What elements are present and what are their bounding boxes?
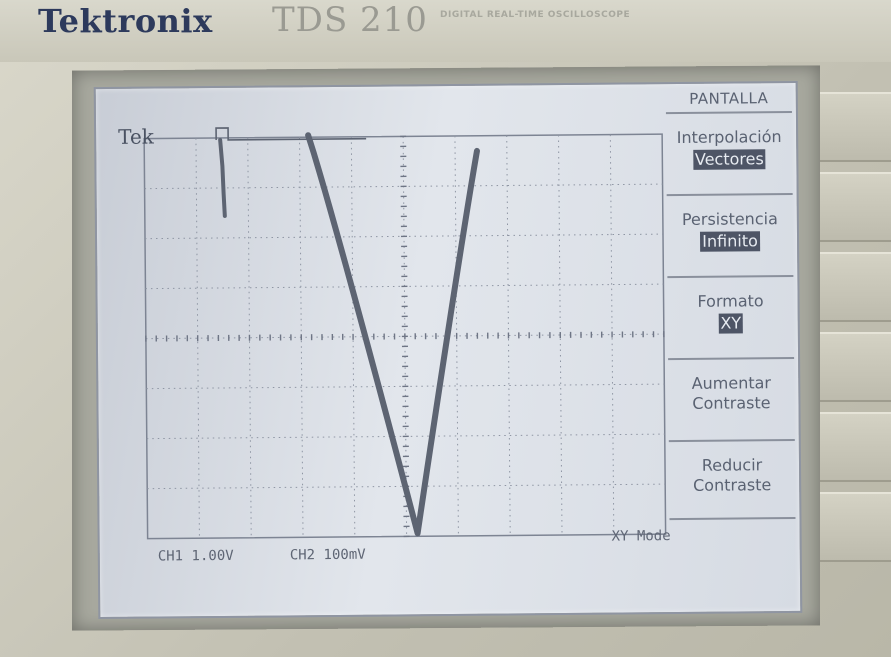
grid-line-vertical bbox=[558, 135, 563, 536]
menu-title: PANTALLA bbox=[689, 89, 769, 108]
display-menu: PANTALLA Interpolación Vectores Persiste… bbox=[665, 83, 798, 524]
waveform-display bbox=[143, 127, 667, 540]
model-name: TDS 210 bbox=[272, 0, 428, 40]
side-button-3[interactable] bbox=[820, 252, 891, 322]
ch1-scale: CH1 1.00V bbox=[157, 547, 234, 565]
menu-item-label: Persistencia bbox=[681, 209, 778, 229]
grid-line-vertical bbox=[506, 135, 511, 536]
side-button-1[interactable] bbox=[820, 92, 891, 162]
grid-line-vertical bbox=[195, 138, 200, 539]
grid-line-vertical bbox=[402, 136, 408, 537]
tek-logo: Tek bbox=[118, 124, 154, 149]
menu-item-aumentar-contraste[interactable]: Aumentar Contraste bbox=[668, 356, 795, 439]
menu-item-value: Vectores bbox=[692, 149, 766, 170]
menu-item-reducir-contraste[interactable]: Reducir Contraste bbox=[668, 438, 796, 521]
menu-item-interpolacion[interactable]: Interpolación Vectores bbox=[665, 110, 793, 193]
trace-artifact bbox=[218, 137, 227, 218]
instrument-header: Tektronix TDS 210 DIGITAL REAL-TIME OSCI… bbox=[0, 0, 891, 64]
xy-mode-label: XY Mode bbox=[611, 528, 671, 545]
model-description: DIGITAL REAL-TIME OSCILLOSCOPE bbox=[440, 10, 631, 20]
menu-item-label: Interpolación bbox=[676, 127, 782, 147]
side-button-6[interactable] bbox=[820, 492, 891, 562]
lcd-screen: Tek CH1 1.00V CH2 100mV XY Mode PANTALLA… bbox=[93, 80, 803, 620]
grid-line-vertical bbox=[609, 134, 615, 535]
menu-item-formato[interactable]: Formato XY bbox=[667, 274, 795, 357]
trigger-position-icon bbox=[215, 127, 367, 141]
brand-logo: Tektronix bbox=[38, 2, 213, 40]
xy-trace bbox=[305, 132, 480, 537]
ch2-scale: CH2 100mV bbox=[289, 546, 366, 564]
side-button-5[interactable] bbox=[820, 412, 891, 482]
menu-item-label: Aumentar Contraste bbox=[691, 373, 772, 413]
side-button-2[interactable] bbox=[820, 172, 891, 242]
grid-line-vertical bbox=[299, 137, 304, 538]
menu-item-value: XY bbox=[718, 313, 744, 334]
grid-line-vertical bbox=[350, 136, 356, 537]
menu-item-label: Formato bbox=[697, 291, 764, 311]
side-button-4[interactable] bbox=[820, 332, 891, 402]
grid-line-vertical bbox=[454, 135, 459, 536]
menu-item-persistencia[interactable]: Persistencia Infinito bbox=[666, 192, 794, 275]
menu-item-label: Reducir Contraste bbox=[692, 455, 772, 495]
grid-line-vertical bbox=[247, 137, 252, 538]
menu-item-value: Infinito bbox=[700, 231, 760, 252]
